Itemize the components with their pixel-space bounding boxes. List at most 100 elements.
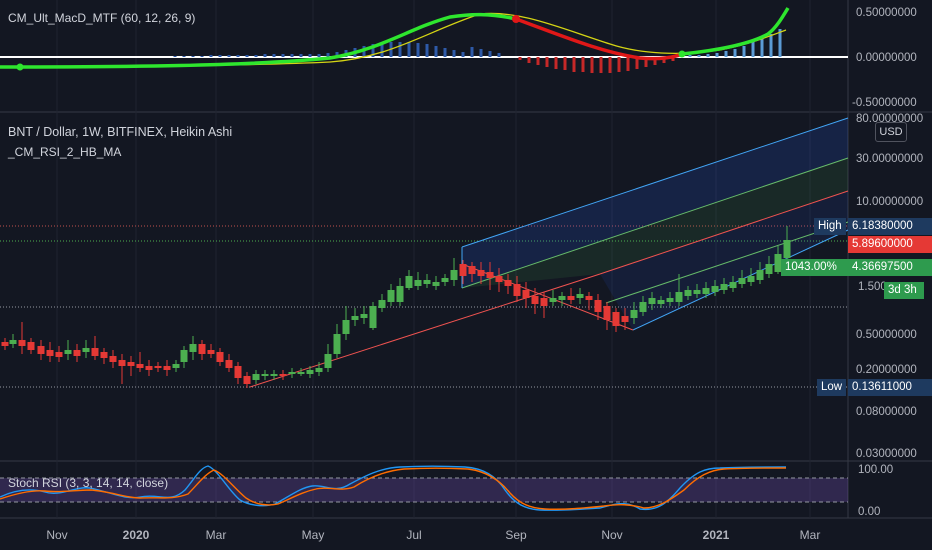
macd-histogram-bar [173,56,177,57]
candle-bear [1,342,9,346]
macd-histogram-bar [536,57,540,65]
candle-bear [27,342,35,350]
macd-histogram-bar [644,57,648,67]
price-axis: 0.50000000 0.00000000 -0.50000000 80.000… [852,7,923,518]
candle-bull [351,316,359,320]
macd-histogram-bar [617,57,621,72]
overlay-indicator-label[interactable]: _CM_RSI_2_HB_MA [8,145,122,159]
candle-bull [270,374,278,376]
stoch-k-line [0,465,787,511]
candle-bear [91,348,99,356]
macd-histogram-bar [200,56,204,57]
stoch-tick: 100.00 [858,464,893,476]
candle-bull [172,364,180,368]
low-value-badge: 0.13611000 [848,379,932,396]
stoch-indicator-label[interactable]: Stoch RSI (3, 3, 14, 14, close) [8,476,169,490]
macd-histogram-bar [380,43,384,57]
macd-histogram-bar [488,51,492,57]
candle-bear [154,366,162,368]
macd-histogram-bar [724,51,728,57]
candle-bear [145,366,153,370]
macd-histogram-bar [335,52,339,57]
high-label-badge: High [814,218,846,235]
candle-bear [18,340,26,346]
macd-histogram-bar [497,53,501,57]
time-label: Mar [206,528,227,542]
candle-bull [9,340,17,344]
candle-bull [342,320,350,334]
macd-histogram-bar [479,49,483,57]
candle-bear [118,360,126,366]
macd-panel [0,7,848,73]
candle-bull [675,292,683,302]
macd-histogram-bar [281,54,285,57]
candle-bull [783,240,791,258]
candle-bull [684,290,692,296]
candle-bull [702,288,710,294]
candle-bear [612,312,620,326]
candle-bear [585,296,593,300]
macd-histogram-bar [778,29,782,57]
time-label: Jul [406,528,421,542]
time-label: Sep [505,528,527,542]
candle-bull [333,334,341,354]
macd-tick: -0.50000000 [852,97,917,109]
time-axis: Nov 2020 Mar May Jul Sep Nov 2021 Mar [46,528,820,542]
currency-button[interactable]: USD [875,122,907,142]
candle-bear [459,264,467,276]
macd-histogram [173,29,782,73]
macd-histogram-bar [443,48,447,57]
candle-bear [513,284,521,296]
candle-bull [261,374,269,376]
candle-bull [288,372,296,374]
candle-bull [639,302,647,312]
macd-histogram-bar [407,42,411,57]
time-label: Nov [46,528,67,542]
candle-bull [396,286,404,302]
candle-bull [576,294,584,298]
macd-histogram-bar [470,47,474,57]
time-label: Nov [601,528,622,542]
pitchfork-median-line [599,190,849,275]
macd-histogram-bar [554,57,558,69]
pitchfork-fill-lower [600,191,848,330]
macd-histogram-bar [209,55,213,57]
candle-bull [648,298,656,304]
candle-bull [306,370,314,374]
candle-bear [603,306,611,320]
price-tick: 10.00000000 [856,196,923,208]
candle-bear [522,290,530,298]
macd-histogram-bar [715,53,719,57]
pitchfork-handle-line [249,273,601,388]
candle-bull [324,354,332,368]
candle-bull [414,280,422,286]
candle-bear [100,352,108,358]
candle-bear [279,374,287,376]
macd-histogram-bar [308,54,312,57]
macd-histogram-bar [299,54,303,57]
price-tick: 30.00000000 [856,153,923,165]
candle-bull [360,314,368,318]
candle-bear [163,366,171,370]
stoch-d-line [0,467,787,510]
macd-histogram-bar [697,55,701,57]
candle-bull [405,276,413,288]
candle-bear [468,266,476,274]
macd-histogram-bar [590,57,594,73]
candle-bull [180,350,188,362]
candle-bear [495,276,503,282]
time-label: 2021 [703,528,730,542]
macd-histogram-bar [563,57,567,70]
candle-bull [450,270,458,280]
macd-histogram-bar [398,42,402,57]
candle-bear [73,350,81,356]
macd-line-red [515,17,683,61]
macd-indicator-label[interactable]: CM_Ult_MacD_MTF (60, 12, 26, 9) [8,11,196,25]
macd-histogram-bar [626,57,630,71]
price-tick: 0.08000000 [856,406,917,418]
price-tick: 0.20000000 [856,364,917,376]
candle-bull [369,306,377,328]
candle-bull [693,290,701,294]
candle-bear [234,366,242,378]
